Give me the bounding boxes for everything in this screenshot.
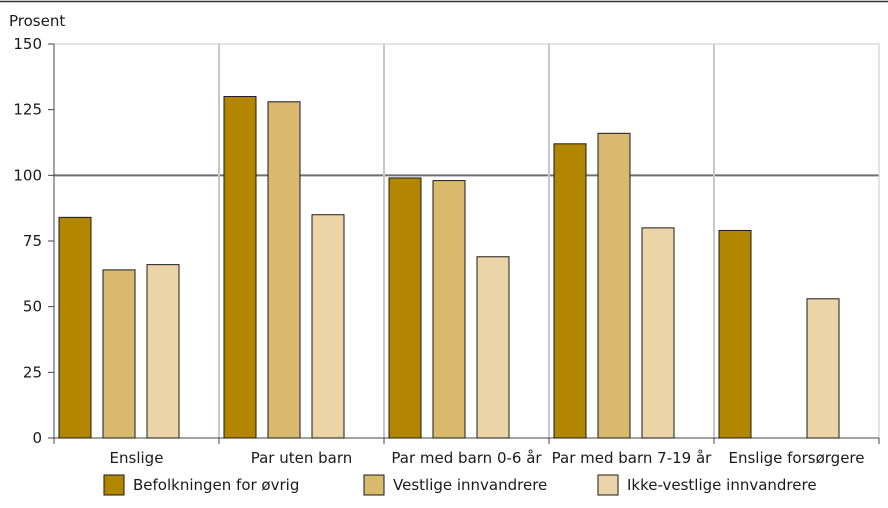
bar (806, 298, 840, 439)
bar (597, 132, 631, 439)
bar (311, 214, 345, 439)
legend-label: Ikke-vestlige innvandrere (627, 476, 817, 494)
legend-swatch (103, 474, 125, 496)
y-tick-label: 25 (23, 363, 42, 381)
bar (718, 229, 752, 439)
x-category-label: Par med barn 0-6 år (391, 449, 542, 467)
bar (146, 264, 180, 439)
legend: Befolkningen for øvrig Vestlige innvandre… (103, 474, 817, 496)
x-category-label: Enslige (110, 449, 164, 467)
y-tick-label: 0 (32, 429, 42, 447)
x-category-label: Enslige forsørgere (729, 449, 865, 467)
y-tick-label: 50 (23, 298, 42, 316)
bar (267, 101, 301, 439)
legend-label: Vestlige innvandrere (393, 476, 547, 494)
x-category-label: Par med barn 7-19 år (552, 449, 713, 467)
x-category-label: Par uten barn (251, 449, 353, 467)
y-axis-unit-label: Prosent (9, 12, 65, 30)
y-tick-label: 100 (13, 166, 42, 184)
y-tick-label: 150 (13, 35, 42, 53)
y-tick-label: 125 (13, 101, 42, 119)
bar (223, 96, 257, 439)
bar (553, 143, 587, 439)
legend-swatch (597, 474, 619, 496)
bar (58, 216, 92, 439)
bar (641, 227, 675, 439)
bar (432, 180, 466, 439)
bar (476, 256, 510, 439)
bar (388, 177, 422, 439)
legend-label: Befolkningen for øvrig (133, 476, 299, 494)
plot-area: 0 25 50 75 100 125 150 Enslige Par uten barn Par … (13, 35, 880, 467)
legend-swatch (363, 474, 385, 496)
y-tick-label: 75 (23, 232, 42, 250)
bar (102, 269, 136, 439)
